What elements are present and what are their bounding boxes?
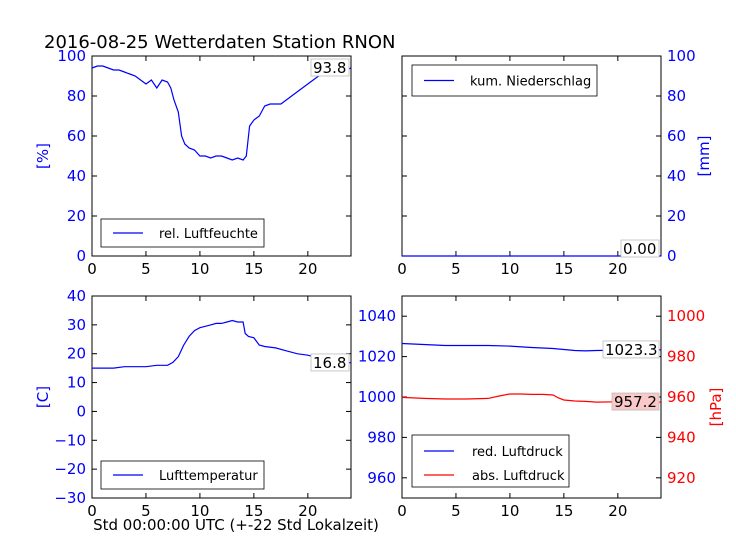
y-tick-label: 30 bbox=[67, 316, 86, 334]
legend: Lufttemperatur bbox=[100, 460, 265, 490]
y-tick-label: 1000 bbox=[358, 388, 396, 406]
legend-entry: rel. Luftfeuchte bbox=[159, 227, 258, 242]
x-tick-label: 0 bbox=[397, 260, 407, 278]
y-tick-label: 40 bbox=[667, 167, 686, 185]
x-tick-label: 0 bbox=[397, 502, 407, 520]
y-tick-label: 100 bbox=[57, 47, 86, 65]
series-line-0 bbox=[92, 319, 352, 369]
y-tick-label: 80 bbox=[667, 87, 686, 105]
y-tick-label: −30 bbox=[54, 489, 86, 507]
x-tick-label: 5 bbox=[451, 260, 461, 278]
y-tick-label: 1040 bbox=[358, 307, 396, 325]
x-axis-title: Std 00:00:00 UTC (+-22 Std Lokalzeit) bbox=[93, 516, 379, 534]
y-tick-label-right: 920 bbox=[667, 469, 696, 487]
y-tick-label: 100 bbox=[667, 47, 696, 65]
value-label-box bbox=[620, 239, 660, 258]
legend: red. Luftdruck abs. Luftdruck bbox=[411, 434, 570, 488]
y-tick-label: 10 bbox=[67, 374, 86, 392]
value-label: 16.8 bbox=[313, 354, 346, 372]
legend: rel. Luftfeuchte bbox=[100, 218, 265, 248]
y-axis-label: [%] bbox=[34, 143, 52, 169]
legend-entry: Lufttemperatur bbox=[159, 469, 258, 484]
y-tick-label: 60 bbox=[67, 127, 86, 145]
y-axis-label: [C] bbox=[34, 386, 52, 408]
y-tick-label: 20 bbox=[67, 207, 86, 225]
legend-entry: abs. Luftdruck bbox=[472, 469, 565, 484]
x-tick-label: 0 bbox=[87, 260, 97, 278]
y-tick-label: 0 bbox=[76, 402, 86, 420]
value-label: 957.2 bbox=[614, 393, 657, 411]
x-tick-label: 15 bbox=[554, 260, 573, 278]
x-tick-label: 5 bbox=[141, 502, 151, 520]
value-label-box bbox=[310, 353, 350, 372]
legend: kum. Niederschlag bbox=[411, 64, 598, 97]
panel-top-left: 0 5 10 15 20 0 20 40 60 80 100 [%] rel. Luftfeuchte 9… bbox=[34, 47, 352, 278]
y-tick-label: 40 bbox=[67, 287, 86, 305]
panel-top-right: 0 5 10 15 20 0 20 40 60 80 100 [mm] kum. Niederschla… bbox=[397, 47, 713, 278]
value-label-box bbox=[310, 58, 350, 77]
y-tick-label: 20 bbox=[667, 207, 686, 225]
x-tick-label: 0 bbox=[87, 502, 97, 520]
y-tick-label: 20 bbox=[67, 345, 86, 363]
x-tick-label: 10 bbox=[500, 502, 519, 520]
y-tick-label: −10 bbox=[54, 431, 86, 449]
x-tick-label: 20 bbox=[298, 260, 317, 278]
legend-entry: kum. Niederschlag bbox=[470, 75, 591, 90]
y-tick-label: 80 bbox=[67, 87, 86, 105]
y-axis-label-right: [hPa] bbox=[707, 388, 725, 427]
x-tick-label: 20 bbox=[608, 502, 627, 520]
y-tick-label: 60 bbox=[667, 127, 686, 145]
y-axis-label: [mm] bbox=[695, 136, 713, 177]
x-tick-label: 15 bbox=[554, 502, 573, 520]
y-tick-label: 1020 bbox=[358, 348, 396, 366]
panel-bottom-left: 0 5 10 15 20 −30 −20 −10 0 10 20 30 40 [C] Lufttempera… bbox=[34, 287, 352, 520]
chart-title: 2016-08-25 Wetterdaten Station RNON bbox=[44, 32, 395, 53]
y-tick-label-right: 940 bbox=[667, 428, 696, 446]
value-label: 1023.3 bbox=[605, 341, 658, 359]
value-label: 0.00 bbox=[623, 240, 656, 258]
y-tick-label: 0 bbox=[667, 247, 677, 265]
y-tick-label-right: 980 bbox=[667, 348, 696, 366]
series-line-1 bbox=[401, 393, 661, 403]
x-tick-label: 20 bbox=[608, 260, 627, 278]
y-tick-label: 0 bbox=[76, 247, 86, 265]
x-tick-label: 10 bbox=[190, 502, 209, 520]
x-tick-label: 15 bbox=[244, 502, 263, 520]
value-label: 93.8 bbox=[313, 59, 346, 77]
x-tick-label: 5 bbox=[451, 502, 461, 520]
y-tick-label: 980 bbox=[367, 428, 396, 446]
legend-entry: red. Luftdruck bbox=[472, 445, 563, 460]
y-tick-label-right: 1000 bbox=[667, 307, 705, 325]
series-line-0 bbox=[91, 65, 352, 161]
y-tick-label-right: 960 bbox=[667, 388, 696, 406]
plot-frame bbox=[91, 55, 352, 257]
x-tick-label: 10 bbox=[500, 260, 519, 278]
legend-box bbox=[411, 434, 570, 488]
y-tick-label: 960 bbox=[367, 469, 396, 487]
x-tick-label: 5 bbox=[141, 260, 151, 278]
x-tick-label: 20 bbox=[298, 502, 317, 520]
value-label-box bbox=[611, 392, 660, 411]
panel-bottom-right: 0 5 10 15 20 960 980 1000 1020 1040 920 940 960 980 10… bbox=[358, 295, 725, 520]
x-tick-label: 10 bbox=[190, 260, 209, 278]
x-tick-label: 15 bbox=[244, 260, 263, 278]
value-label-box bbox=[602, 340, 660, 359]
y-tick-label: 40 bbox=[67, 167, 86, 185]
y-tick-label: −20 bbox=[54, 460, 86, 478]
plot-frame bbox=[91, 295, 352, 499]
